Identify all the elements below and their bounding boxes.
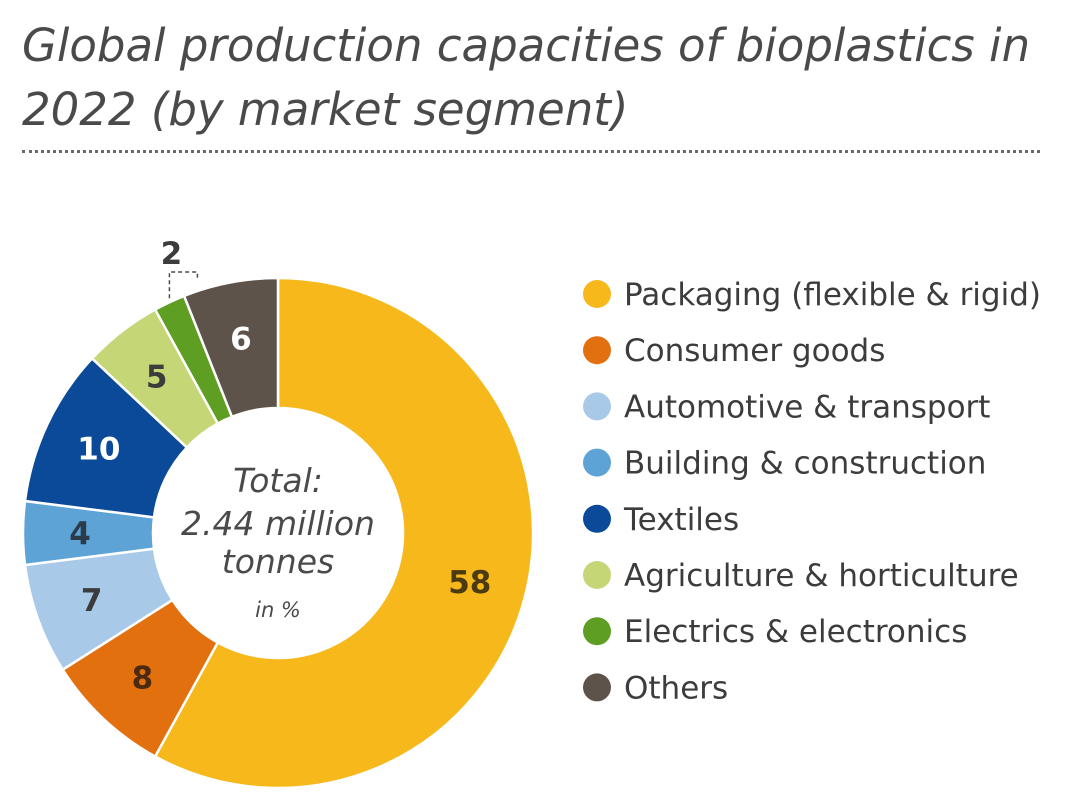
chart-title: Global production capacities of bioplast… [22, 19, 1031, 136]
legend-label-consumer-goods: Consumer goods [624, 333, 885, 369]
leader-line-electrics-and-electronics [168, 271, 199, 299]
slice-label-packaging-flexible-and-rigid: 58 [448, 565, 491, 601]
slice-others [182, 276, 280, 419]
center-total-value: 2.44 million [181, 504, 375, 543]
slice-label-building-and-construction: 4 [69, 516, 91, 552]
center-percent-note: in % [255, 598, 301, 622]
legend-label-agriculture-and-horticulture: Agriculture & horticulture [624, 558, 1019, 594]
slice-label-others: 6 [230, 322, 252, 358]
slice-label-electrics-and-electronics: 2 [161, 236, 183, 272]
slice-packaging-flexible-and-rigid [153, 276, 535, 790]
title-divider [22, 150, 1040, 153]
legend-label-textiles: Textiles [623, 502, 739, 538]
slice-label-agriculture-and-horticulture: 5 [146, 360, 168, 396]
donut-slices [21, 276, 535, 790]
legend-label-electrics-and-electronics: Electrics & electronics [624, 614, 967, 650]
center-total-unit: tonnes [222, 542, 334, 581]
legend: Packaging (flexible & rigid) Consumer goo… [583, 277, 1041, 706]
slice-labels: 58 8 7 4 10 5 2 6 [69, 236, 491, 696]
legend-swatch-building-and-construction [583, 448, 611, 477]
slice-label-consumer-goods: 8 [132, 660, 154, 696]
legend-swatch-automotive-and-transport [583, 392, 611, 421]
legend-swatch-packaging-flexible-and-rigid [583, 280, 611, 308]
legend-label-building-and-construction: Building & construction [624, 446, 986, 482]
donut-center: Total: 2.44 million tonnes in % [181, 461, 375, 622]
legend-label-automotive-and-transport: Automotive & transport [624, 389, 990, 425]
slice-label-automotive-and-transport: 7 [81, 583, 103, 619]
center-total-label: Total: [233, 461, 323, 500]
slice-label-textiles: 10 [77, 432, 120, 468]
legend-label-packaging-flexible-and-rigid: Packaging (flexible & rigid) [624, 277, 1041, 313]
legend-swatch-electrics-and-electronics [583, 617, 611, 646]
legend-swatch-agriculture-and-horticulture [583, 561, 611, 589]
legend-swatch-textiles [583, 504, 611, 533]
legend-swatch-others [583, 673, 611, 702]
legend-swatch-consumer-goods [583, 336, 611, 365]
legend-label-others: Others [624, 670, 728, 706]
